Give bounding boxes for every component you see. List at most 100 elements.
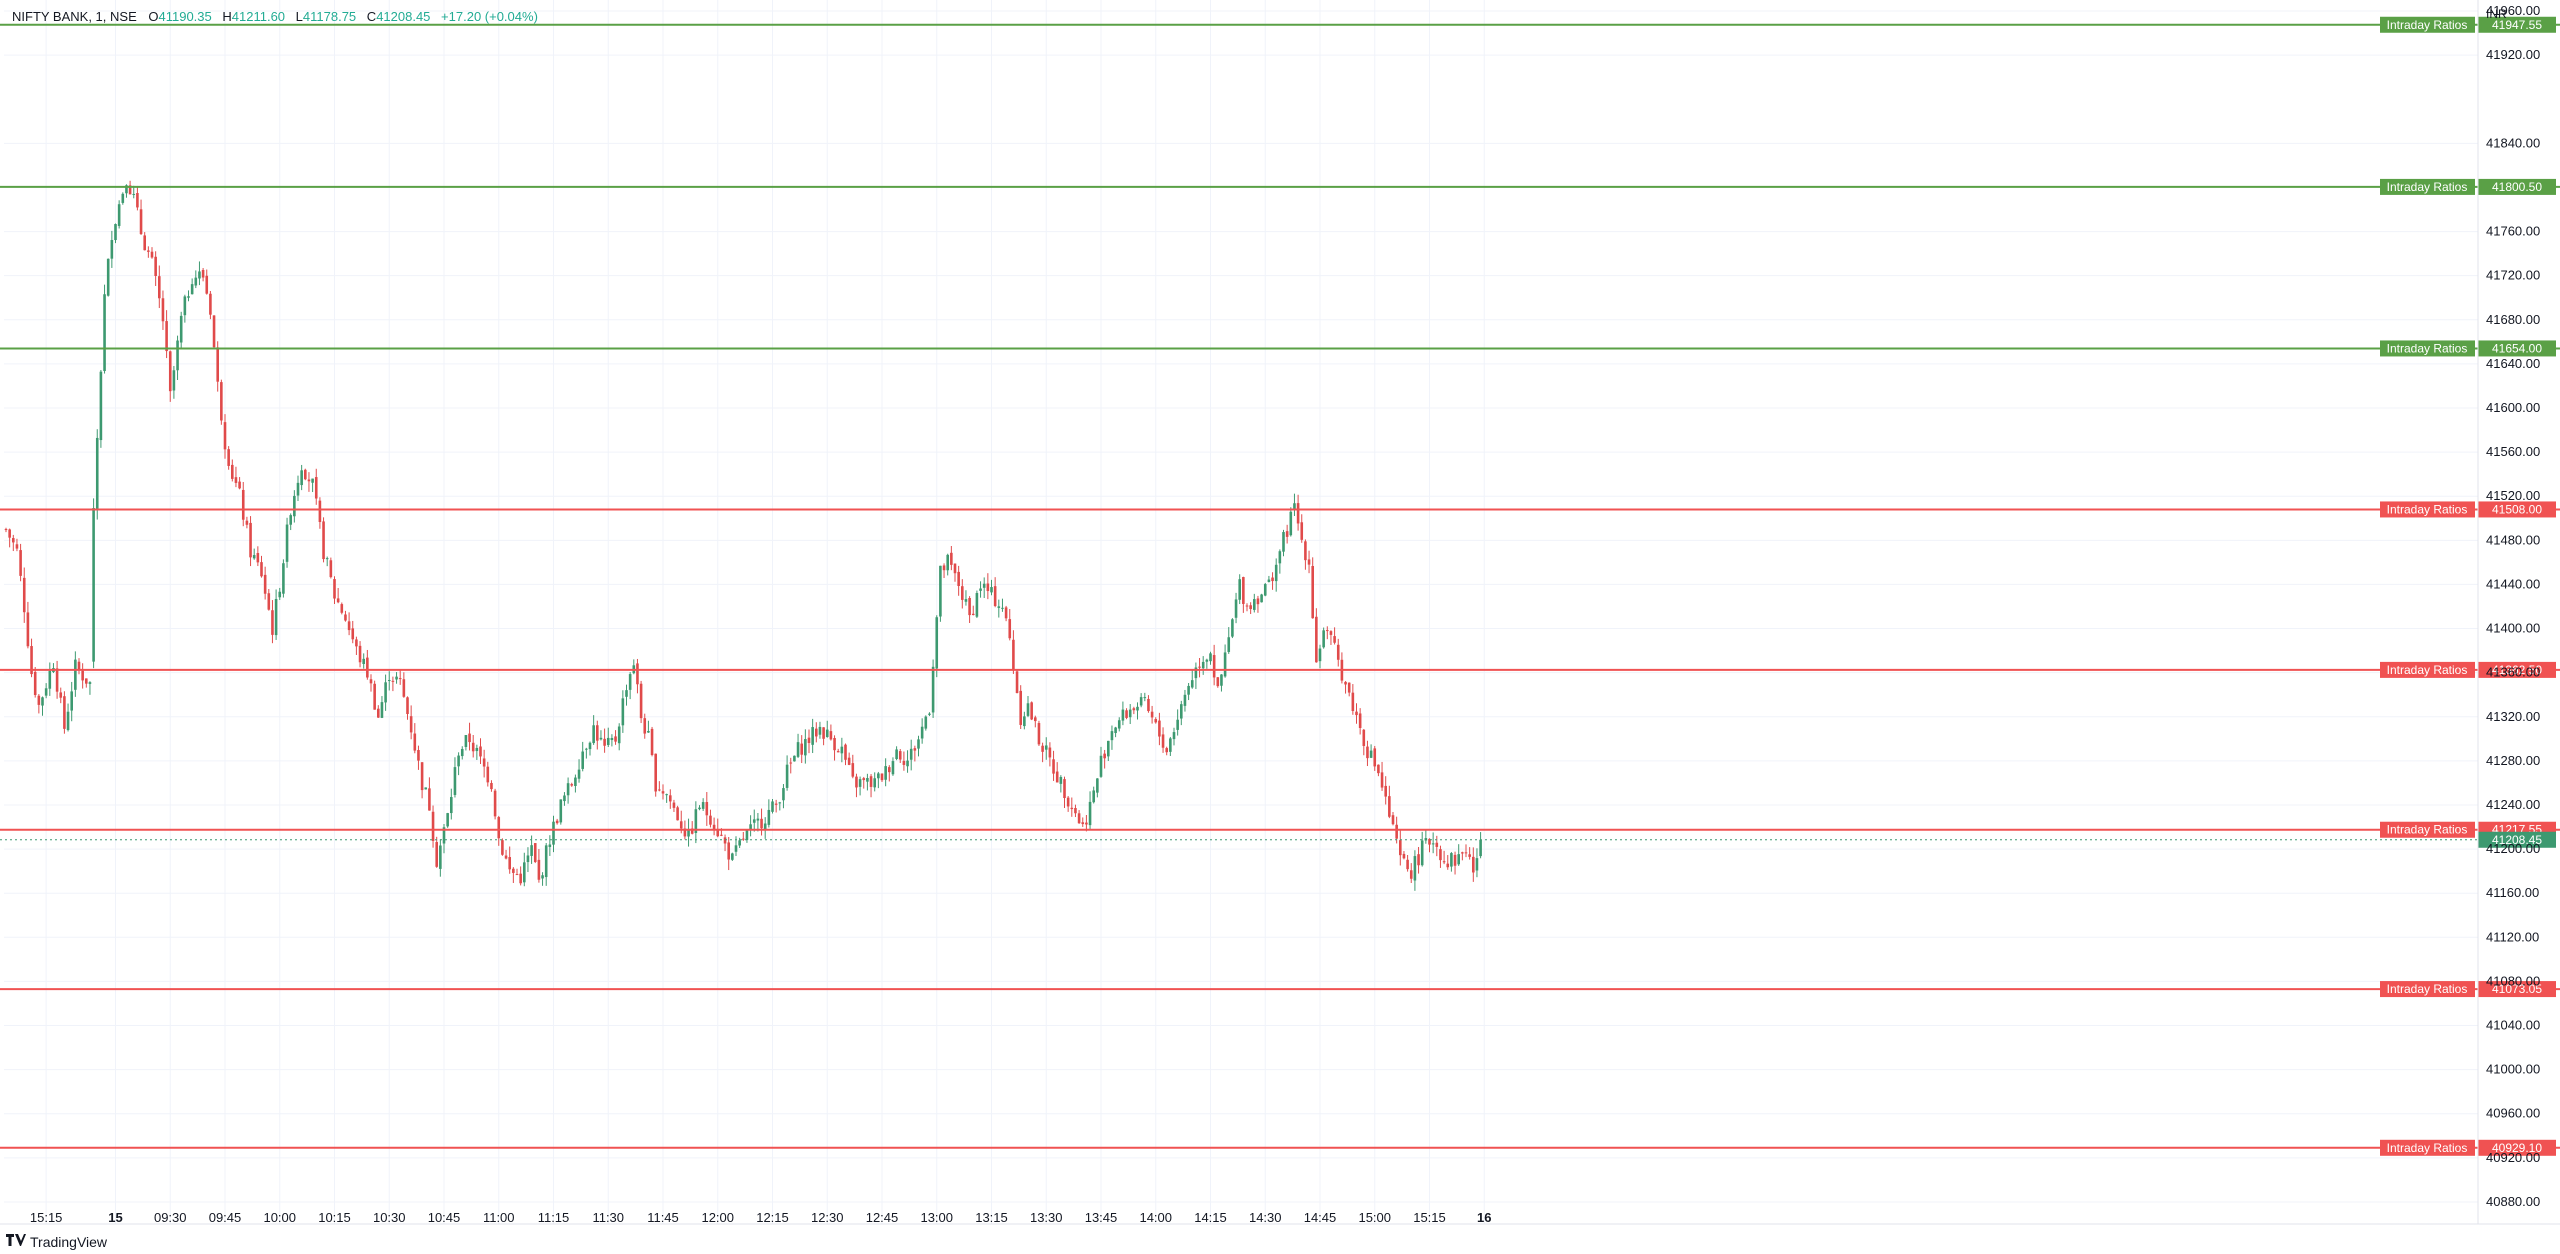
candle-body [344,614,347,621]
candle-body [712,824,716,830]
candle-body [165,321,168,352]
candle-body [1282,532,1285,552]
candle-body [453,767,457,795]
candle-body [774,803,778,805]
time-tick-label: 14:30 [1249,1210,1282,1225]
candle-body [1187,685,1190,695]
candle-body [406,697,409,715]
candle-body [658,789,661,791]
candle-body [1468,854,1471,857]
candle-body [373,683,376,710]
time-tick-label: 09:45 [209,1210,242,1225]
candle-body [647,730,650,733]
candle-body [223,422,227,450]
time-tick-label: 13:45 [1085,1210,1118,1225]
candle-body [694,809,698,833]
level-tag-background [2380,821,2475,838]
candle-body [1085,822,1088,825]
candle-body [48,670,52,689]
candle-body [285,524,289,562]
price-tick-label: 40920.00 [2486,1150,2540,1165]
time-tick-label: 12:30 [811,1210,844,1225]
candle-body [1092,790,1095,803]
candle-body [1143,697,1147,699]
candle-body [1402,853,1406,859]
time-tick-label: 13:30 [1030,1210,1063,1225]
candle-body [610,737,614,741]
candle-body [504,855,508,859]
candle-body [387,679,391,681]
high-label: H [222,9,232,24]
candle-body [1413,856,1417,881]
candle-body [1019,690,1022,725]
candle-body [325,558,329,560]
candle-body [1066,797,1070,807]
price-tick-label: 41720.00 [2486,268,2540,283]
candle-body [460,748,464,757]
candle-body [1267,579,1271,582]
time-tick-label: 11:00 [483,1210,515,1225]
level-tag-background [2380,1139,2475,1156]
candle-body [581,751,584,769]
candle-body [420,762,424,791]
candle-body [888,767,891,773]
candle-body [260,562,263,577]
candle-body [1096,778,1099,793]
candle-body [552,821,555,845]
level-price-badge [2478,340,2556,357]
candle-body [1110,731,1114,741]
price-tick-label: 41520.00 [2486,488,2540,503]
candle-body [1147,698,1150,712]
symbol-name[interactable]: NIFTY BANK, 1, NSE [12,9,137,24]
open-value: 41190.35 [158,9,212,24]
candle-body [19,550,22,576]
candle-body [289,515,292,525]
candle-body [117,204,121,226]
candle-body [665,794,668,796]
candle-body [544,845,548,878]
candle-body [355,639,358,647]
candle-body [1409,870,1413,879]
candle-body [1245,605,1249,607]
candle-body [690,828,694,834]
candle-body [851,763,855,777]
candle-body [1070,807,1074,810]
footer-brand[interactable]: TradingView [6,1233,107,1250]
candle-body [913,748,917,751]
level-tag-label: Intraday Ratios [2387,1141,2468,1155]
candle-body [1165,748,1168,753]
candle-body [106,258,110,296]
candle-body [351,628,355,640]
price-tick-label: 41760.00 [2486,224,2540,239]
candle-body [1391,815,1395,825]
candle-body [1329,631,1333,635]
candle-body [1234,599,1238,618]
candle-body [1044,745,1048,750]
candle-body [804,739,807,756]
candle-body [1406,859,1409,870]
candle-body [209,293,212,315]
candle-body [362,658,365,664]
candle-body [1274,564,1278,582]
time-tick-label: 14:15 [1194,1210,1227,1225]
candle-body [971,613,975,616]
price-tick-label: 41360.00 [2486,665,2540,680]
candle-body [125,185,128,194]
candle-body [1132,708,1136,711]
candle-body [825,729,829,737]
candle-body [1150,711,1154,718]
candle-body [442,827,446,844]
candle-body [752,819,756,823]
candle-body [1296,503,1300,524]
candle-body [179,315,183,343]
candle-body [698,807,701,810]
candle-body [176,340,179,371]
candle-body [961,586,964,600]
candle-body [592,725,595,744]
candle-body [147,250,150,252]
candle-body [471,742,475,752]
candle-body [304,469,307,480]
candle-body [1362,729,1366,746]
price-tick-label: 41840.00 [2486,135,2540,150]
